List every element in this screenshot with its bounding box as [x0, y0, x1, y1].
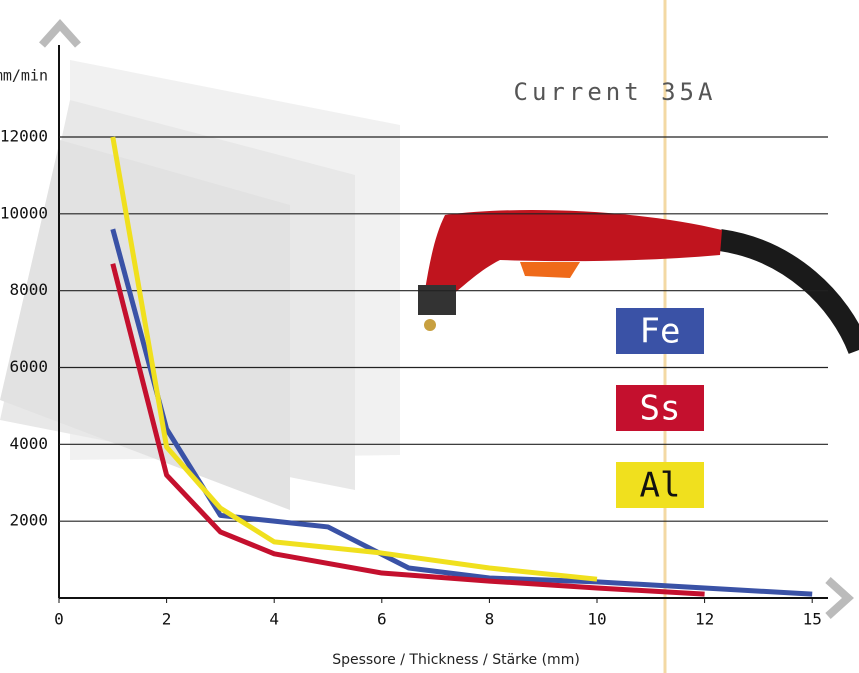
legend-swatch [616, 462, 704, 508]
legend-label: Ss [640, 389, 681, 429]
x-axis-label: Spessore / Thickness / Stärke (mm) [332, 652, 580, 668]
x-tick-label: 0 [54, 610, 64, 629]
y-tick-label: 8000 [9, 280, 48, 299]
series-line [110, 136, 598, 582]
y-axis-label: mm/min [0, 67, 48, 85]
chart-title: Current 35A [514, 78, 717, 106]
x-tick-label: 8 [485, 610, 495, 629]
legend-swatch [616, 385, 704, 431]
x-tick-label: 6 [377, 610, 387, 629]
x-tick-label: 10 [587, 610, 606, 629]
y-tick-label: 12000 [0, 127, 48, 146]
y-tick-label: 2000 [9, 511, 48, 530]
legend-swatch [616, 308, 704, 354]
series-line [110, 228, 813, 597]
x-tick-label: 12 [695, 610, 714, 629]
y-tick-label: 4000 [9, 434, 48, 453]
series-line [110, 263, 705, 597]
x-tick-label: 15 [803, 610, 822, 629]
legend-label: Al [640, 466, 681, 506]
legend-label: Fe [640, 312, 681, 352]
y-tick-label: 10000 [0, 203, 48, 222]
x-tick-label: 4 [269, 610, 279, 629]
y-tick-label: 6000 [9, 357, 48, 376]
x-tick-label: 2 [162, 610, 172, 629]
